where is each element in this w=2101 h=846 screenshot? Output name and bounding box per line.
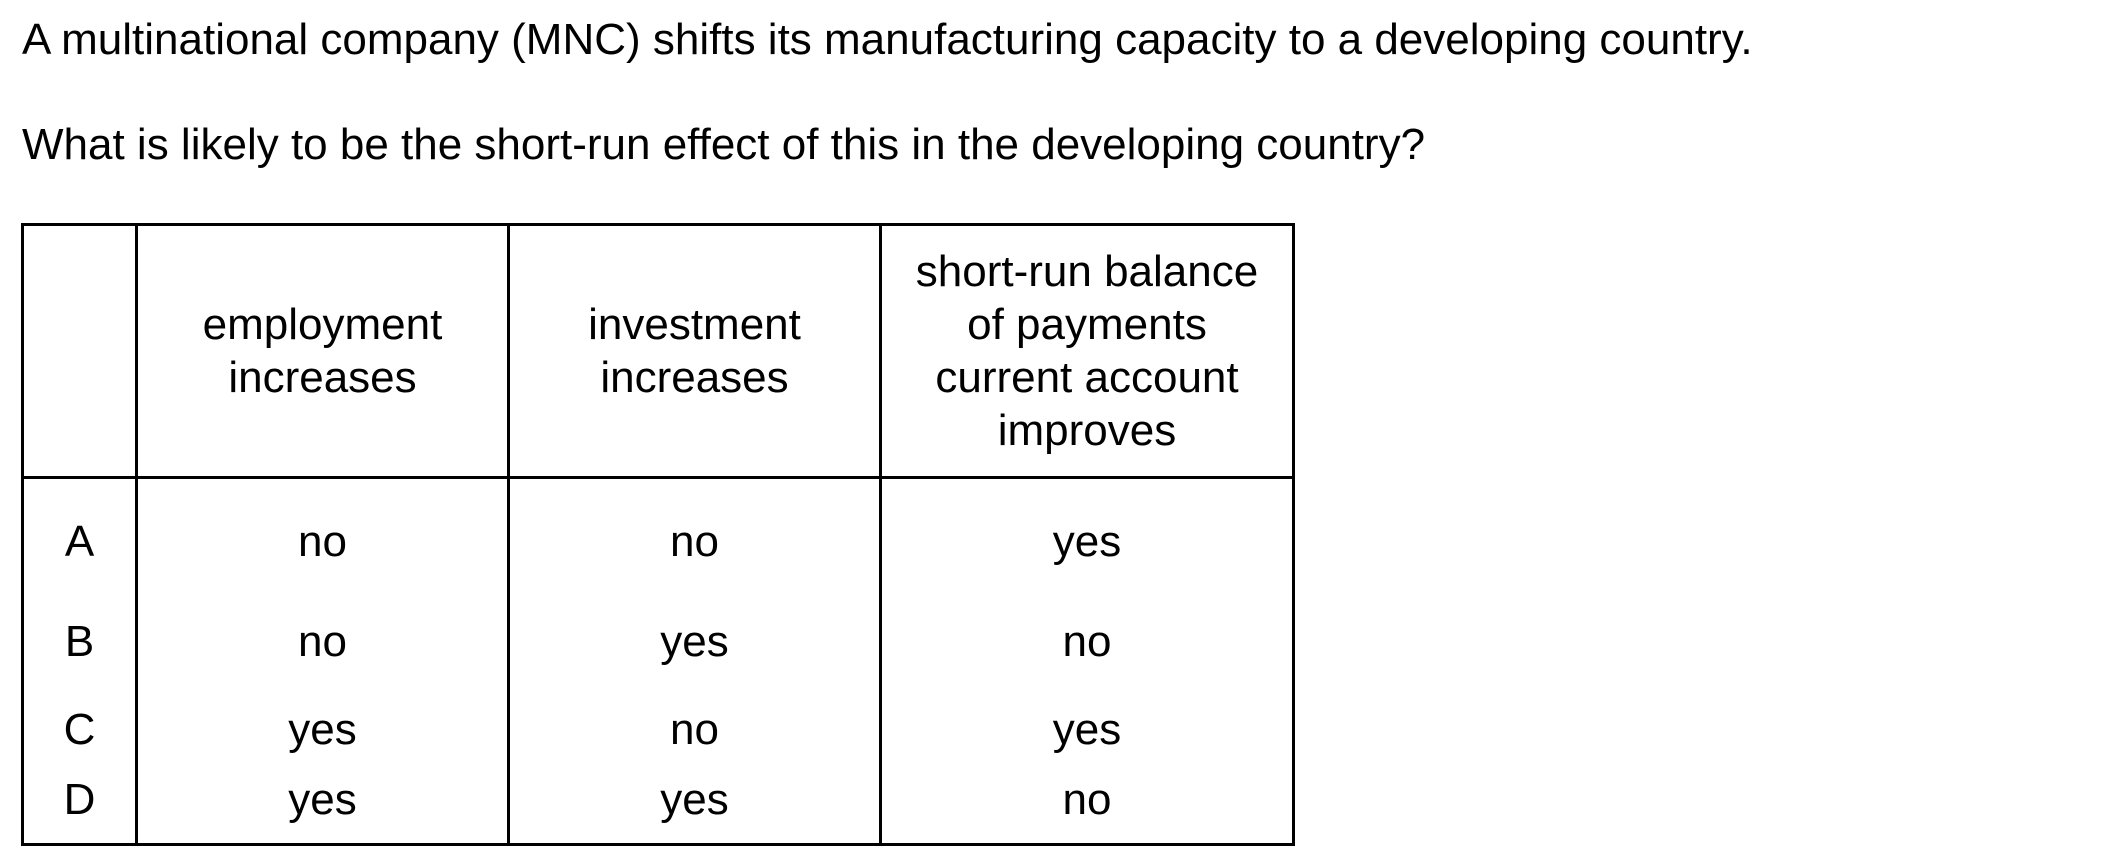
cell-investment: yes xyxy=(507,773,882,845)
cell-employment: yes xyxy=(135,685,510,773)
table-header-row: employment increases investment increase… xyxy=(21,224,1295,479)
cell-investment: yes xyxy=(507,597,882,685)
option-letter: C xyxy=(21,685,138,773)
question-stem: A multinational company (MNC) shifts its… xyxy=(22,15,1753,64)
cell-investment: no xyxy=(507,477,882,597)
table-row: C yes no yes xyxy=(21,685,1295,773)
cell-employment: yes xyxy=(135,773,510,845)
table-row: A no no yes xyxy=(21,477,1295,597)
option-letter: A xyxy=(21,477,138,597)
cell-investment: no xyxy=(507,685,882,773)
table-row: D yes yes no xyxy=(21,773,1295,845)
cell-current-account: yes xyxy=(879,685,1295,773)
answer-options-table: employment increases investment increase… xyxy=(21,223,1295,846)
cell-current-account: no xyxy=(879,773,1295,845)
cell-employment: no xyxy=(135,597,510,685)
option-letter: B xyxy=(21,597,138,685)
cell-employment: no xyxy=(135,477,510,597)
table-row: B no yes no xyxy=(21,597,1295,685)
option-letter: D xyxy=(21,773,138,845)
header-current-account: short-run balance of payments current ac… xyxy=(879,224,1295,479)
cell-current-account: yes xyxy=(879,477,1295,597)
header-employment: employment increases xyxy=(135,224,510,479)
cell-current-account: no xyxy=(879,597,1295,685)
header-investment: investment increases xyxy=(507,224,882,479)
header-blank xyxy=(21,224,138,479)
question-prompt: What is likely to be the short-run effec… xyxy=(22,120,1426,169)
